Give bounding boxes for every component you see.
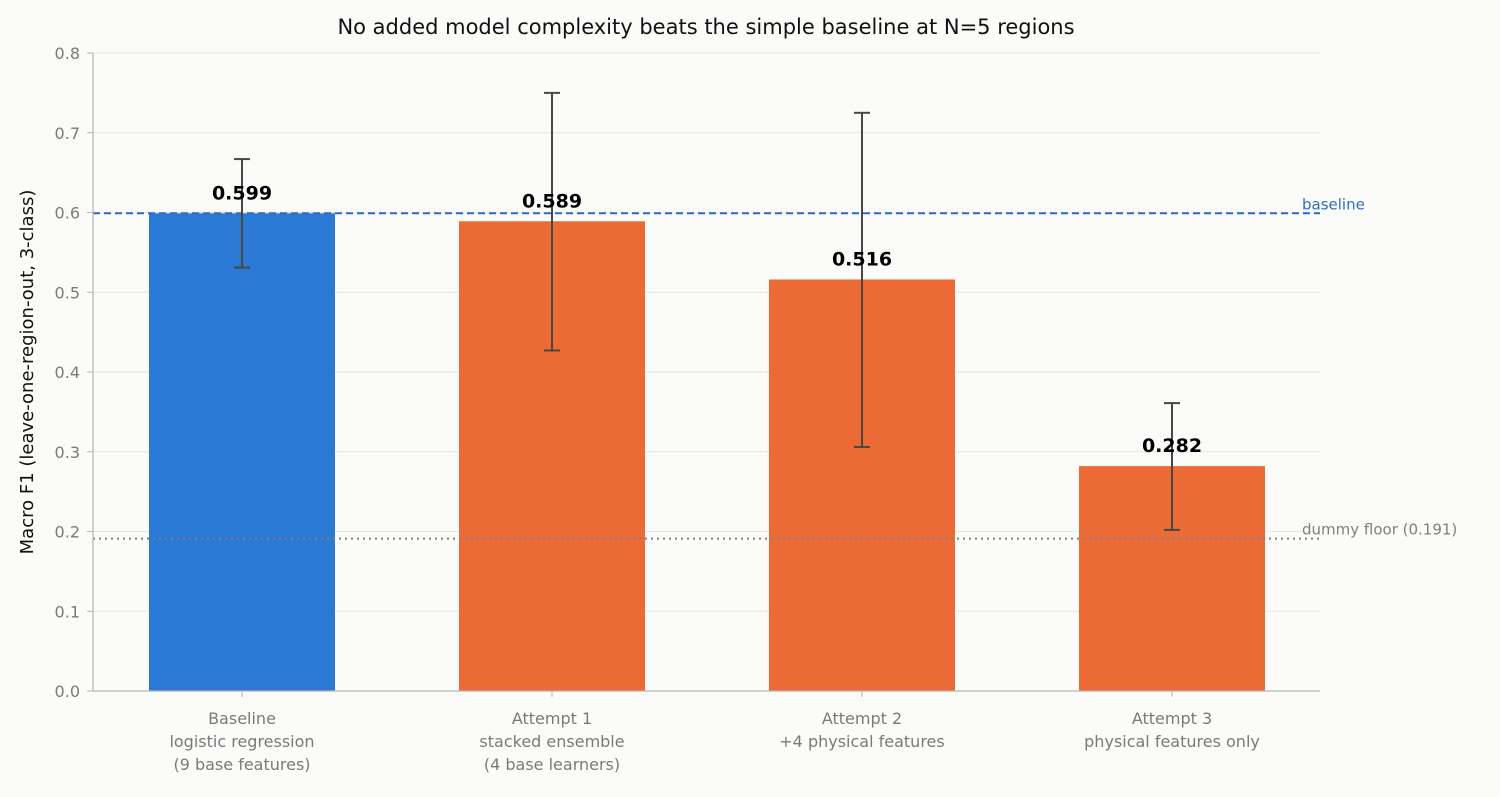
y-axis-label: Macro F1 (leave-one-region-out, 3-class): [17, 190, 38, 555]
chart-title: No added model complexity beats the simp…: [337, 15, 1074, 39]
y-tick-label: 0.6: [55, 204, 80, 223]
axis-layer: 0.0 0.1 0.2 0.3 0.4 0.5 0.6 0.7 0.8 Baseline logis…: [55, 44, 1320, 774]
x-tick-label-line: physical features only: [1084, 732, 1260, 751]
x-tick-label-line: Attempt 2: [822, 709, 902, 728]
reference-line-layer: [93, 212, 1320, 540]
y-tick-label: 0.5: [55, 283, 80, 302]
bar-value-label: 0.599: [212, 182, 272, 204]
text-layer: No added model complexity beats the simp…: [17, 15, 1457, 554]
bar-value-label: 0.516: [832, 248, 892, 270]
y-tick-label: 0.4: [55, 363, 80, 382]
y-tick-label: 0.7: [55, 124, 80, 143]
x-tick-label: Baseline logistic regression (9 base featu…: [169, 709, 314, 774]
x-tick-label: Attempt 2 +4 physical features: [779, 709, 944, 751]
x-tick-label-line: (9 base features): [173, 755, 310, 774]
y-tick-label: 0.2: [55, 523, 80, 542]
x-tick-label: Attempt 1 stacked ensemble (4 base learner…: [479, 709, 624, 774]
x-tick-label-line: +4 physical features: [779, 732, 944, 751]
y-tick-label: 0.8: [55, 44, 80, 63]
reference-line-label: dummy floor (0.191): [1302, 521, 1457, 539]
bar: [149, 213, 335, 692]
error-bar-layer: [234, 91, 1180, 531]
y-tick-label: 0.3: [55, 443, 80, 462]
reference-line-label: baseline: [1302, 195, 1365, 213]
bar-value-label: 0.282: [1142, 435, 1202, 457]
x-tick-label: Attempt 3 physical features only: [1084, 709, 1260, 751]
x-tick-label-line: Attempt 1: [512, 709, 592, 728]
x-tick-label-line: logistic regression: [169, 732, 314, 751]
x-tick-label-line: (4 base learners): [484, 755, 620, 774]
y-tick-label: 0.0: [55, 682, 80, 701]
bar-layer: [149, 213, 1265, 692]
x-tick-label-line: Baseline: [208, 709, 276, 728]
x-tick-label-line: Attempt 3: [1132, 709, 1212, 728]
bar-value-label: 0.589: [522, 190, 582, 212]
y-tick-label: 0.1: [55, 602, 80, 621]
x-tick-label-line: stacked ensemble: [479, 732, 624, 751]
